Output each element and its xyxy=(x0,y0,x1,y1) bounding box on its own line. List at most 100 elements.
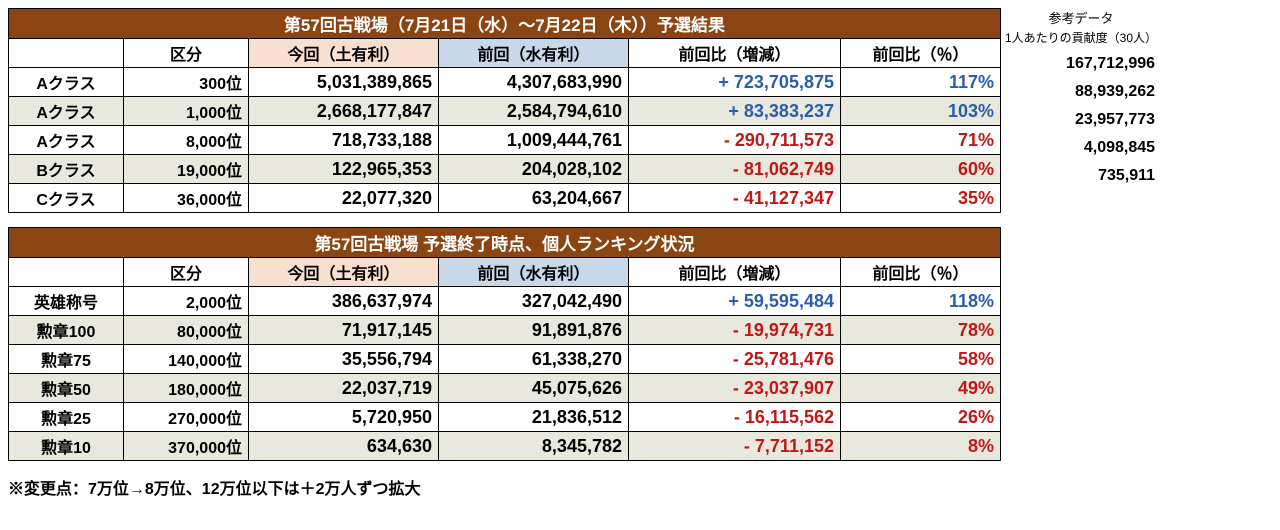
cell-diff: - 7,711,152 xyxy=(629,432,841,461)
cell-pct: 26% xyxy=(841,403,1001,432)
table-row: 勲章10080,000位71,917,14591,891,876- 19,974… xyxy=(9,316,1001,345)
cell-prev: 1,009,444,761 xyxy=(439,126,629,155)
cell-now: 122,965,353 xyxy=(249,155,439,184)
cell-rank: 80,000位 xyxy=(124,316,249,345)
table-row: Aクラス300位5,031,389,8654,307,683,990+ 723,… xyxy=(9,68,1001,97)
cell-rank: 370,000位 xyxy=(124,432,249,461)
cell-diff: - 81,062,749 xyxy=(629,155,841,184)
cell-label: 勲章100 xyxy=(9,316,124,345)
table1-h1: 区分 xyxy=(124,39,249,68)
table1-title: 第57回古戦場（7月21日（水）～7月22日（木））予選結果 xyxy=(9,9,1001,39)
cell-pct: 103% xyxy=(841,97,1001,126)
cell-diff: + 83,383,237 xyxy=(629,97,841,126)
table-row: Bクラス19,000位122,965,353204,028,102- 81,06… xyxy=(9,155,1001,184)
table1-h3: 前回（水有利） xyxy=(439,39,629,68)
table2-h0 xyxy=(9,258,124,287)
cell-rank: 19,000位 xyxy=(124,155,249,184)
cell-diff: - 23,037,907 xyxy=(629,374,841,403)
reference-value: 735,911 xyxy=(1005,162,1157,190)
cell-now: 22,077,320 xyxy=(249,184,439,213)
preliminary-results-table: 第57回古戦場（7月21日（水）～7月22日（木））予選結果 区分 今回（土有利… xyxy=(8,8,1001,213)
cell-pct: 58% xyxy=(841,345,1001,374)
table-row: 英雄称号2,000位386,637,974327,042,490+ 59,595… xyxy=(9,287,1001,316)
table2-title: 第57回古戦場 予選終了時点、個人ランキング状況 xyxy=(9,228,1001,258)
individual-ranking-table: 第57回古戦場 予選終了時点、個人ランキング状況 区分 今回（土有利） 前回（水… xyxy=(8,227,1001,461)
cell-prev: 327,042,490 xyxy=(439,287,629,316)
cell-label: Aクラス xyxy=(9,97,124,126)
cell-prev: 2,584,794,610 xyxy=(439,97,629,126)
cell-pct: 71% xyxy=(841,126,1001,155)
cell-diff: - 25,781,476 xyxy=(629,345,841,374)
cell-label: Aクラス xyxy=(9,126,124,155)
main-column: 第57回古戦場（7月21日（水）～7月22日（木））予選結果 区分 今回（土有利… xyxy=(8,8,1001,499)
cell-now: 386,637,974 xyxy=(249,287,439,316)
table2-h1: 区分 xyxy=(124,258,249,287)
table2-h3: 前回（水有利） xyxy=(439,258,629,287)
cell-label: Aクラス xyxy=(9,68,124,97)
cell-prev: 63,204,667 xyxy=(439,184,629,213)
table2-h2: 今回（土有利） xyxy=(249,258,439,287)
cell-prev: 8,345,782 xyxy=(439,432,629,461)
cell-rank: 180,000位 xyxy=(124,374,249,403)
table-row: 勲章50180,000位22,037,71945,075,626- 23,037… xyxy=(9,374,1001,403)
table2-h4: 前回比（増減） xyxy=(629,258,841,287)
cell-pct: 117% xyxy=(841,68,1001,97)
table-row: 勲章75140,000位35,556,79461,338,270- 25,781… xyxy=(9,345,1001,374)
table1-h0 xyxy=(9,39,124,68)
cell-label: Bクラス xyxy=(9,155,124,184)
reference-value: 167,712,996 xyxy=(1005,50,1157,78)
cell-pct: 60% xyxy=(841,155,1001,184)
cell-now: 71,917,145 xyxy=(249,316,439,345)
cell-prev: 45,075,626 xyxy=(439,374,629,403)
table2-header-row: 区分 今回（土有利） 前回（水有利） 前回比（増減） 前回比（％） xyxy=(9,258,1001,287)
cell-prev: 4,307,683,990 xyxy=(439,68,629,97)
cell-now: 35,556,794 xyxy=(249,345,439,374)
cell-now: 22,037,719 xyxy=(249,374,439,403)
cell-rank: 2,000位 xyxy=(124,287,249,316)
cell-rank: 8,000位 xyxy=(124,126,249,155)
reference-value: 4,098,845 xyxy=(1005,134,1157,162)
cell-rank: 300位 xyxy=(124,68,249,97)
cell-label: 勲章75 xyxy=(9,345,124,374)
cell-pct: 8% xyxy=(841,432,1001,461)
cell-diff: + 723,705,875 xyxy=(629,68,841,97)
cell-diff: - 16,115,562 xyxy=(629,403,841,432)
cell-now: 5,031,389,865 xyxy=(249,68,439,97)
cell-label: 英雄称号 xyxy=(9,287,124,316)
cell-now: 718,733,188 xyxy=(249,126,439,155)
cell-diff: - 19,974,731 xyxy=(629,316,841,345)
cell-pct: 49% xyxy=(841,374,1001,403)
table-row: 勲章25270,000位5,720,95021,836,512- 16,115,… xyxy=(9,403,1001,432)
reference-header: 参考データ xyxy=(1005,8,1157,27)
cell-prev: 61,338,270 xyxy=(439,345,629,374)
table-row: Aクラス1,000位2,668,177,8472,584,794,610+ 83… xyxy=(9,97,1001,126)
cell-pct: 118% xyxy=(841,287,1001,316)
table1-h5: 前回比（％） xyxy=(841,39,1001,68)
cell-label: 勲章10 xyxy=(9,432,124,461)
reference-value: 23,957,773 xyxy=(1005,106,1157,134)
cell-rank: 140,000位 xyxy=(124,345,249,374)
cell-diff: + 59,595,484 xyxy=(629,287,841,316)
cell-now: 2,668,177,847 xyxy=(249,97,439,126)
table-row: 勲章10370,000位634,6308,345,782- 7,711,1528… xyxy=(9,432,1001,461)
cell-label: 勲章25 xyxy=(9,403,124,432)
table1-header-row: 区分 今回（土有利） 前回（水有利） 前回比（増減） 前回比（％） xyxy=(9,39,1001,68)
cell-rank: 270,000位 xyxy=(124,403,249,432)
cell-prev: 204,028,102 xyxy=(439,155,629,184)
cell-pct: 78% xyxy=(841,316,1001,345)
cell-now: 634,630 xyxy=(249,432,439,461)
table-row: Aクラス8,000位718,733,1881,009,444,761- 290,… xyxy=(9,126,1001,155)
cell-prev: 21,836,512 xyxy=(439,403,629,432)
reference-column: 参考データ 1人あたりの貢献度（30人） 167,712,99688,939,2… xyxy=(1005,8,1157,190)
cell-pct: 35% xyxy=(841,184,1001,213)
cell-diff: - 41,127,347 xyxy=(629,184,841,213)
footnote: ※変更点：7万位→8万位、12万位以下は＋2万人ずつ拡大 xyxy=(8,475,1001,499)
cell-rank: 1,000位 xyxy=(124,97,249,126)
table-row: Cクラス36,000位22,077,32063,204,667- 41,127,… xyxy=(9,184,1001,213)
cell-diff: - 290,711,573 xyxy=(629,126,841,155)
cell-rank: 36,000位 xyxy=(124,184,249,213)
cell-prev: 91,891,876 xyxy=(439,316,629,345)
table2-h5: 前回比（％） xyxy=(841,258,1001,287)
table1-h2: 今回（土有利） xyxy=(249,39,439,68)
reference-subheader: 1人あたりの貢献度（30人） xyxy=(1005,29,1157,46)
